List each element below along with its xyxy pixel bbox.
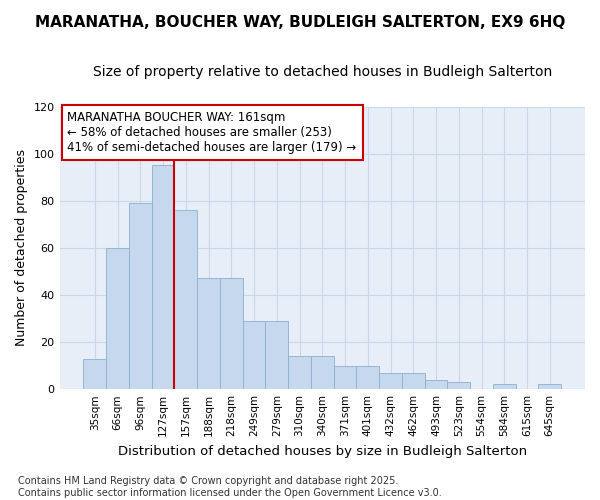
Bar	[334, 366, 356, 389]
X-axis label: Distribution of detached houses by size in Budleigh Salterton: Distribution of detached houses by size …	[118, 444, 527, 458]
Bar	[220, 278, 242, 389]
Bar	[175, 210, 197, 389]
Y-axis label: Number of detached properties: Number of detached properties	[15, 150, 28, 346]
Bar	[493, 384, 515, 389]
Bar	[265, 321, 288, 389]
Title: Size of property relative to detached houses in Budleigh Salterton: Size of property relative to detached ho…	[92, 65, 552, 79]
Bar	[288, 356, 311, 389]
Text: MARANATHA BOUCHER WAY: 161sqm
← 58% of detached houses are smaller (253)
41% of : MARANATHA BOUCHER WAY: 161sqm ← 58% of d…	[67, 111, 356, 154]
Bar	[129, 203, 152, 389]
Bar	[242, 321, 265, 389]
Bar	[83, 358, 106, 389]
Bar	[197, 278, 220, 389]
Text: MARANATHA, BOUCHER WAY, BUDLEIGH SALTERTON, EX9 6HQ: MARANATHA, BOUCHER WAY, BUDLEIGH SALTERT…	[35, 15, 565, 30]
Bar	[402, 372, 425, 389]
Bar	[106, 248, 129, 389]
Bar	[311, 356, 334, 389]
Bar	[448, 382, 470, 389]
Bar	[425, 380, 448, 389]
Text: Contains HM Land Registry data © Crown copyright and database right 2025.
Contai: Contains HM Land Registry data © Crown c…	[18, 476, 442, 498]
Bar	[356, 366, 379, 389]
Bar	[538, 384, 561, 389]
Bar	[379, 372, 402, 389]
Bar	[152, 166, 175, 389]
